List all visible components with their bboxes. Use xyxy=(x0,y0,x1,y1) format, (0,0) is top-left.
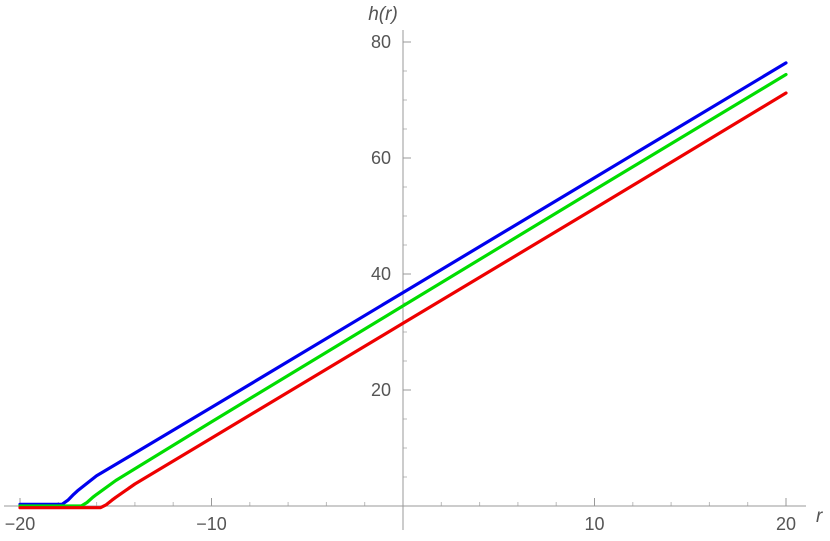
x-tick-label-20: 20 xyxy=(776,514,796,534)
series-line-3 xyxy=(18,91,788,510)
y-tick-label-60: 60 xyxy=(371,148,391,168)
y-tick-label-40: 40 xyxy=(371,264,391,284)
series-line-1 xyxy=(18,61,788,506)
y-tick-label-80: 80 xyxy=(371,32,391,52)
series-line-2 xyxy=(18,72,788,508)
x-tick-label-10: 10 xyxy=(584,514,604,534)
x-tick-label-neg20: −20 xyxy=(5,514,36,534)
y-tick-label-20: 20 xyxy=(371,380,391,400)
x-tick-label-neg10: −10 xyxy=(196,514,227,534)
x-axis-title: r xyxy=(816,506,823,527)
y-axis-title: h(r) xyxy=(368,4,398,25)
series-layer xyxy=(18,61,788,510)
